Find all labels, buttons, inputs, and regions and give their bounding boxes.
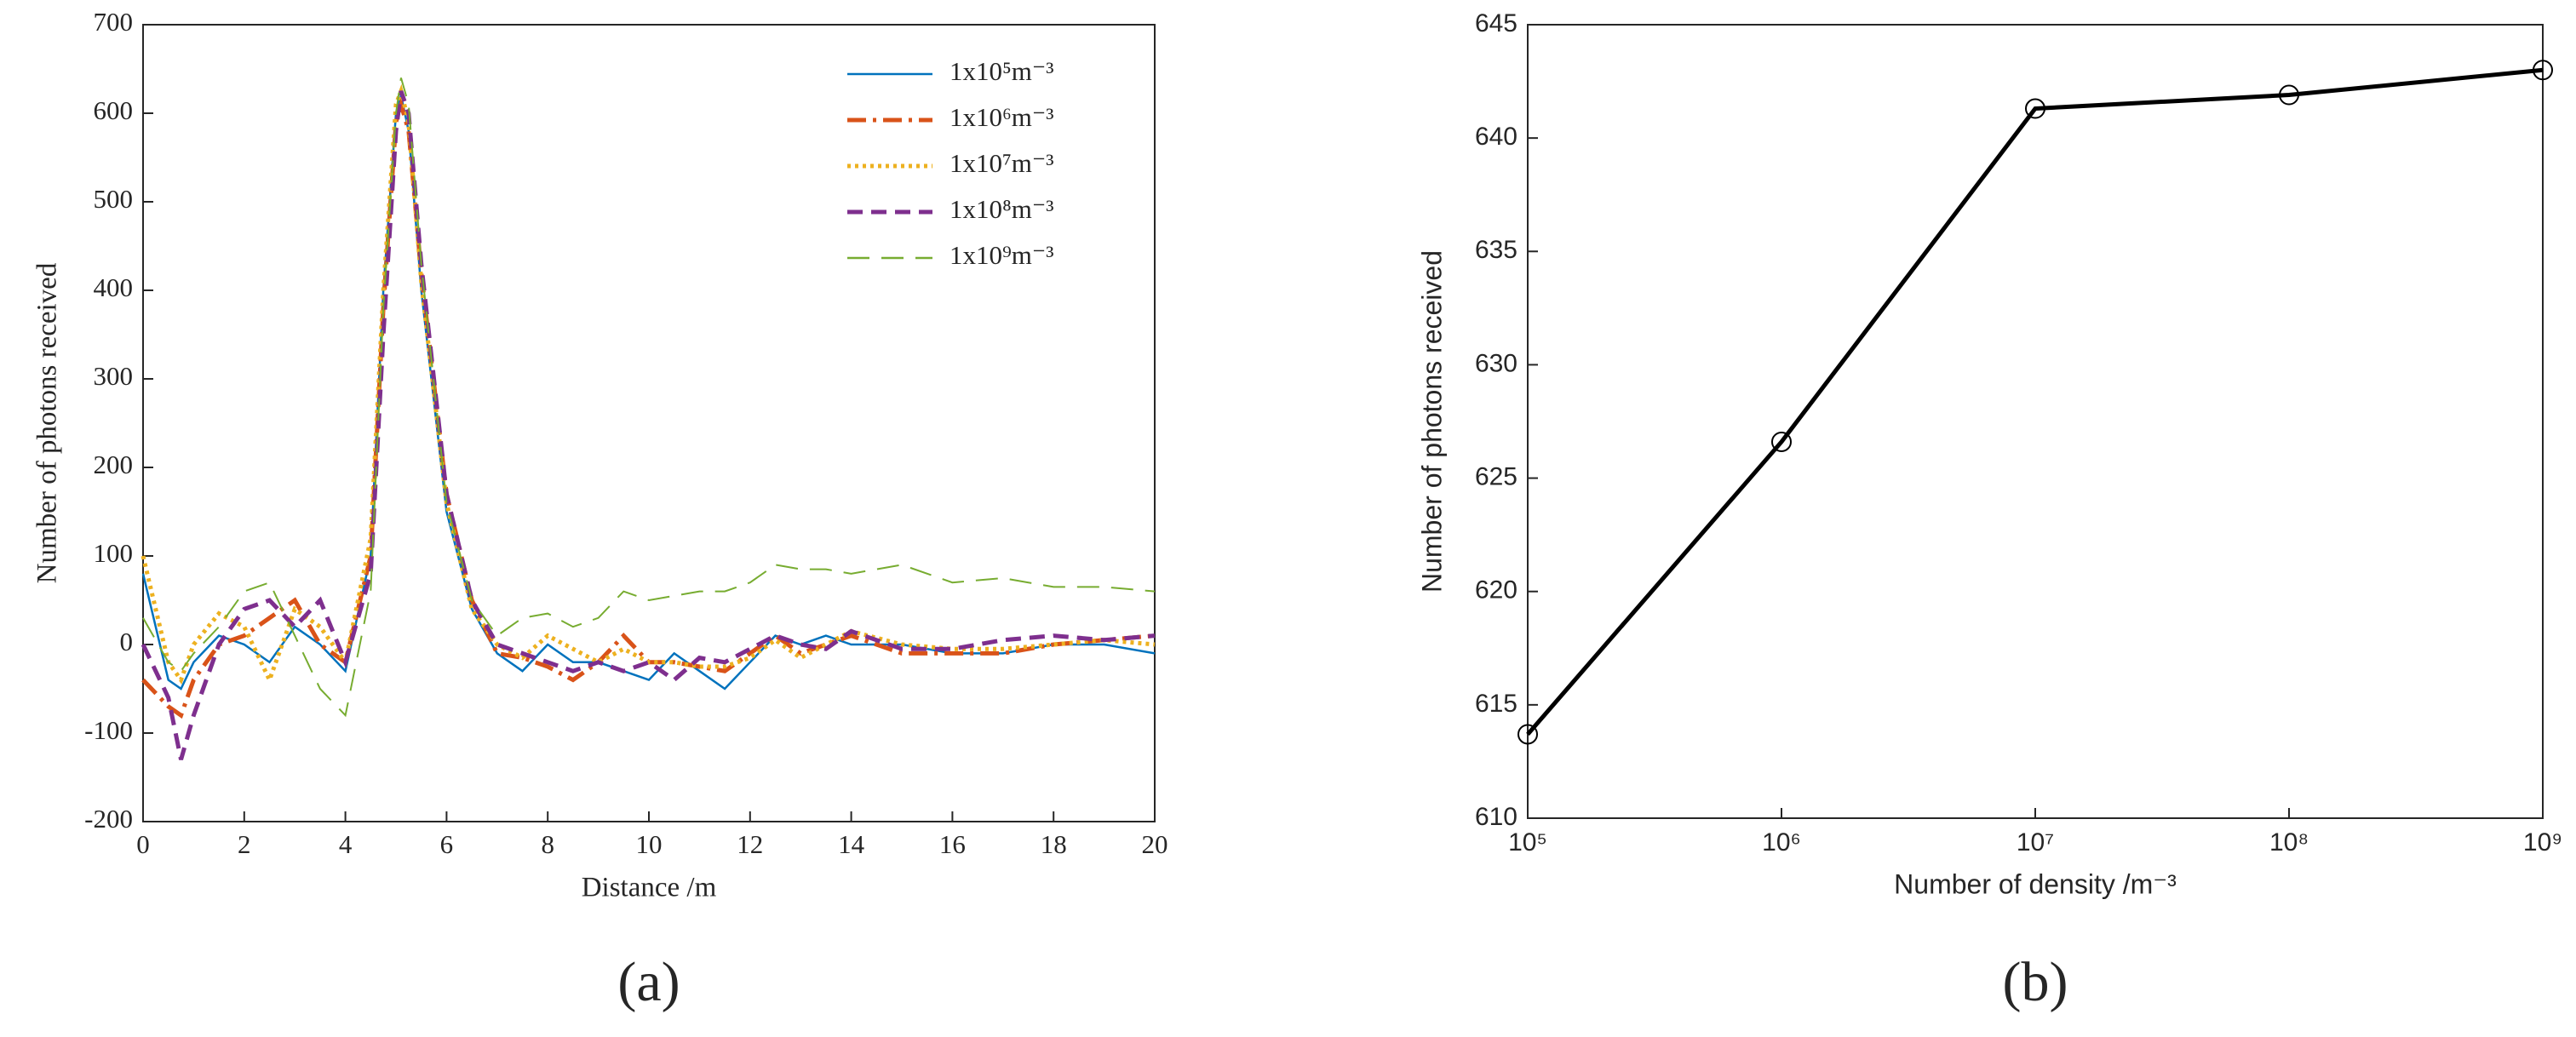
y-tick-label: 100	[94, 538, 134, 568]
y-tick-label: 200	[94, 450, 134, 479]
y-tick-label: 700	[94, 7, 134, 37]
y-tick-label: 600	[94, 95, 134, 125]
data-point	[1771, 431, 1792, 452]
x-tick-label: 14	[838, 829, 865, 859]
panel-a: 0 2 4 6 8 10 12 14 16 18 20 -200 -100 0 100 200 300 400 50…	[32, 7, 1168, 1013]
y-tick-label: 630	[1475, 349, 1517, 377]
y-tick-label: 620	[1475, 576, 1517, 604]
y-tick-label: -100	[84, 715, 133, 745]
x-tick-label: 16	[939, 829, 966, 859]
x-tick-label: 4	[339, 829, 353, 859]
data-point	[2279, 84, 2299, 106]
caption: (b)	[2003, 951, 2068, 1013]
legend-label: 1x10⁵m⁻³	[950, 56, 1054, 86]
y-tick-label: 500	[94, 184, 134, 214]
data-line	[141, 96, 1156, 719]
legend-label: 1x10⁹m⁻³	[950, 240, 1054, 270]
plot-frame	[1527, 24, 2544, 819]
x-tick-label: 12	[737, 829, 763, 859]
x-tick-label: 8	[541, 829, 554, 859]
y-axis-label: Number of photons received	[32, 262, 63, 583]
x-tick-label: 10⁹	[2523, 828, 2562, 857]
data-point	[2533, 60, 2553, 81]
x-tick-label: 18	[1041, 829, 1067, 859]
x-tick-label: 10⁵	[1508, 828, 1547, 857]
x-axis-label: Number of density /m⁻³	[1894, 868, 2177, 899]
y-tick-label: 400	[94, 272, 134, 302]
y-tick-label: 0	[120, 627, 134, 656]
x-tick-label: 10⁶	[1762, 828, 1801, 857]
data-point	[2025, 98, 2045, 119]
x-tick-label: 10⁷	[2017, 828, 2054, 857]
y-tick-label: 640	[1475, 123, 1517, 151]
data-line	[141, 95, 1156, 690]
y-axis-label: Number of photons received	[1416, 250, 1447, 593]
data-line	[142, 77, 1156, 718]
y-tick-label: 300	[94, 361, 134, 391]
legend-label: 1x10⁷m⁻³	[950, 148, 1054, 178]
data-line	[141, 83, 1156, 686]
plot-frame	[142, 24, 1156, 822]
x-axis-label: Distance /m	[582, 873, 717, 903]
y-tick-label: 615	[1475, 690, 1517, 718]
data-line	[1526, 67, 2544, 736]
x-tick-label: 10⁸	[2269, 828, 2309, 857]
data-point	[1517, 724, 1538, 745]
y-tick-label: 635	[1475, 236, 1517, 264]
panel-b: 10⁵ 10⁶ 10⁷ 10⁸ 10⁹ 610 615 620 625 630 635 640 645 N…	[1416, 9, 2562, 1013]
x-tick-label: 20	[1142, 829, 1168, 859]
y-tick-label: 645	[1475, 9, 1517, 37]
x-tick-label: 0	[136, 829, 150, 859]
data-line	[141, 90, 1156, 760]
y-tick-label: 610	[1475, 803, 1517, 831]
y-tick-label: -200	[84, 804, 133, 834]
legend-label: 1x10⁶m⁻³	[950, 102, 1054, 132]
legend-label: 1x10⁸m⁻³	[950, 194, 1054, 224]
x-tick-label: 10	[636, 829, 663, 859]
x-tick-label: 6	[440, 829, 454, 859]
caption: (a)	[617, 951, 680, 1013]
x-tick-label: 2	[238, 829, 251, 859]
y-tick-label: 625	[1475, 462, 1517, 490]
